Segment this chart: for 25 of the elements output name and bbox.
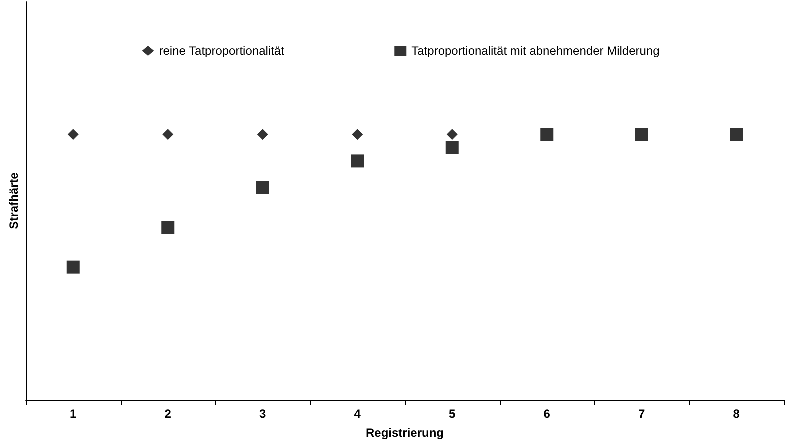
point (257, 129, 268, 140)
x-tick-label: 2 (164, 407, 172, 421)
point (352, 129, 364, 140)
point (635, 128, 648, 142)
x-tick-label: 6 (544, 407, 551, 421)
point (540, 128, 554, 142)
point (162, 221, 175, 234)
x-tick-label: 4 (354, 407, 362, 421)
legend-label: Tatproportionalität mit abnehmender Milderung (412, 44, 660, 58)
x-tick-label: 3 (260, 407, 267, 421)
x-tick-label: 8 (733, 407, 740, 421)
point (351, 154, 364, 168)
point (256, 181, 270, 194)
x-tick-label: 7 (638, 407, 646, 421)
point (730, 128, 744, 142)
y-axis-title: Strafhärte (7, 172, 21, 230)
x-tick-label: 1 (70, 407, 78, 421)
x-tick-label: 5 (449, 407, 456, 421)
legend-label: reine Tatproportionalität (159, 44, 286, 58)
point (66, 260, 80, 274)
point (446, 129, 458, 140)
point (68, 129, 79, 140)
point (446, 141, 459, 154)
x-axis-title: Registrierung (366, 426, 444, 440)
point (162, 129, 174, 140)
